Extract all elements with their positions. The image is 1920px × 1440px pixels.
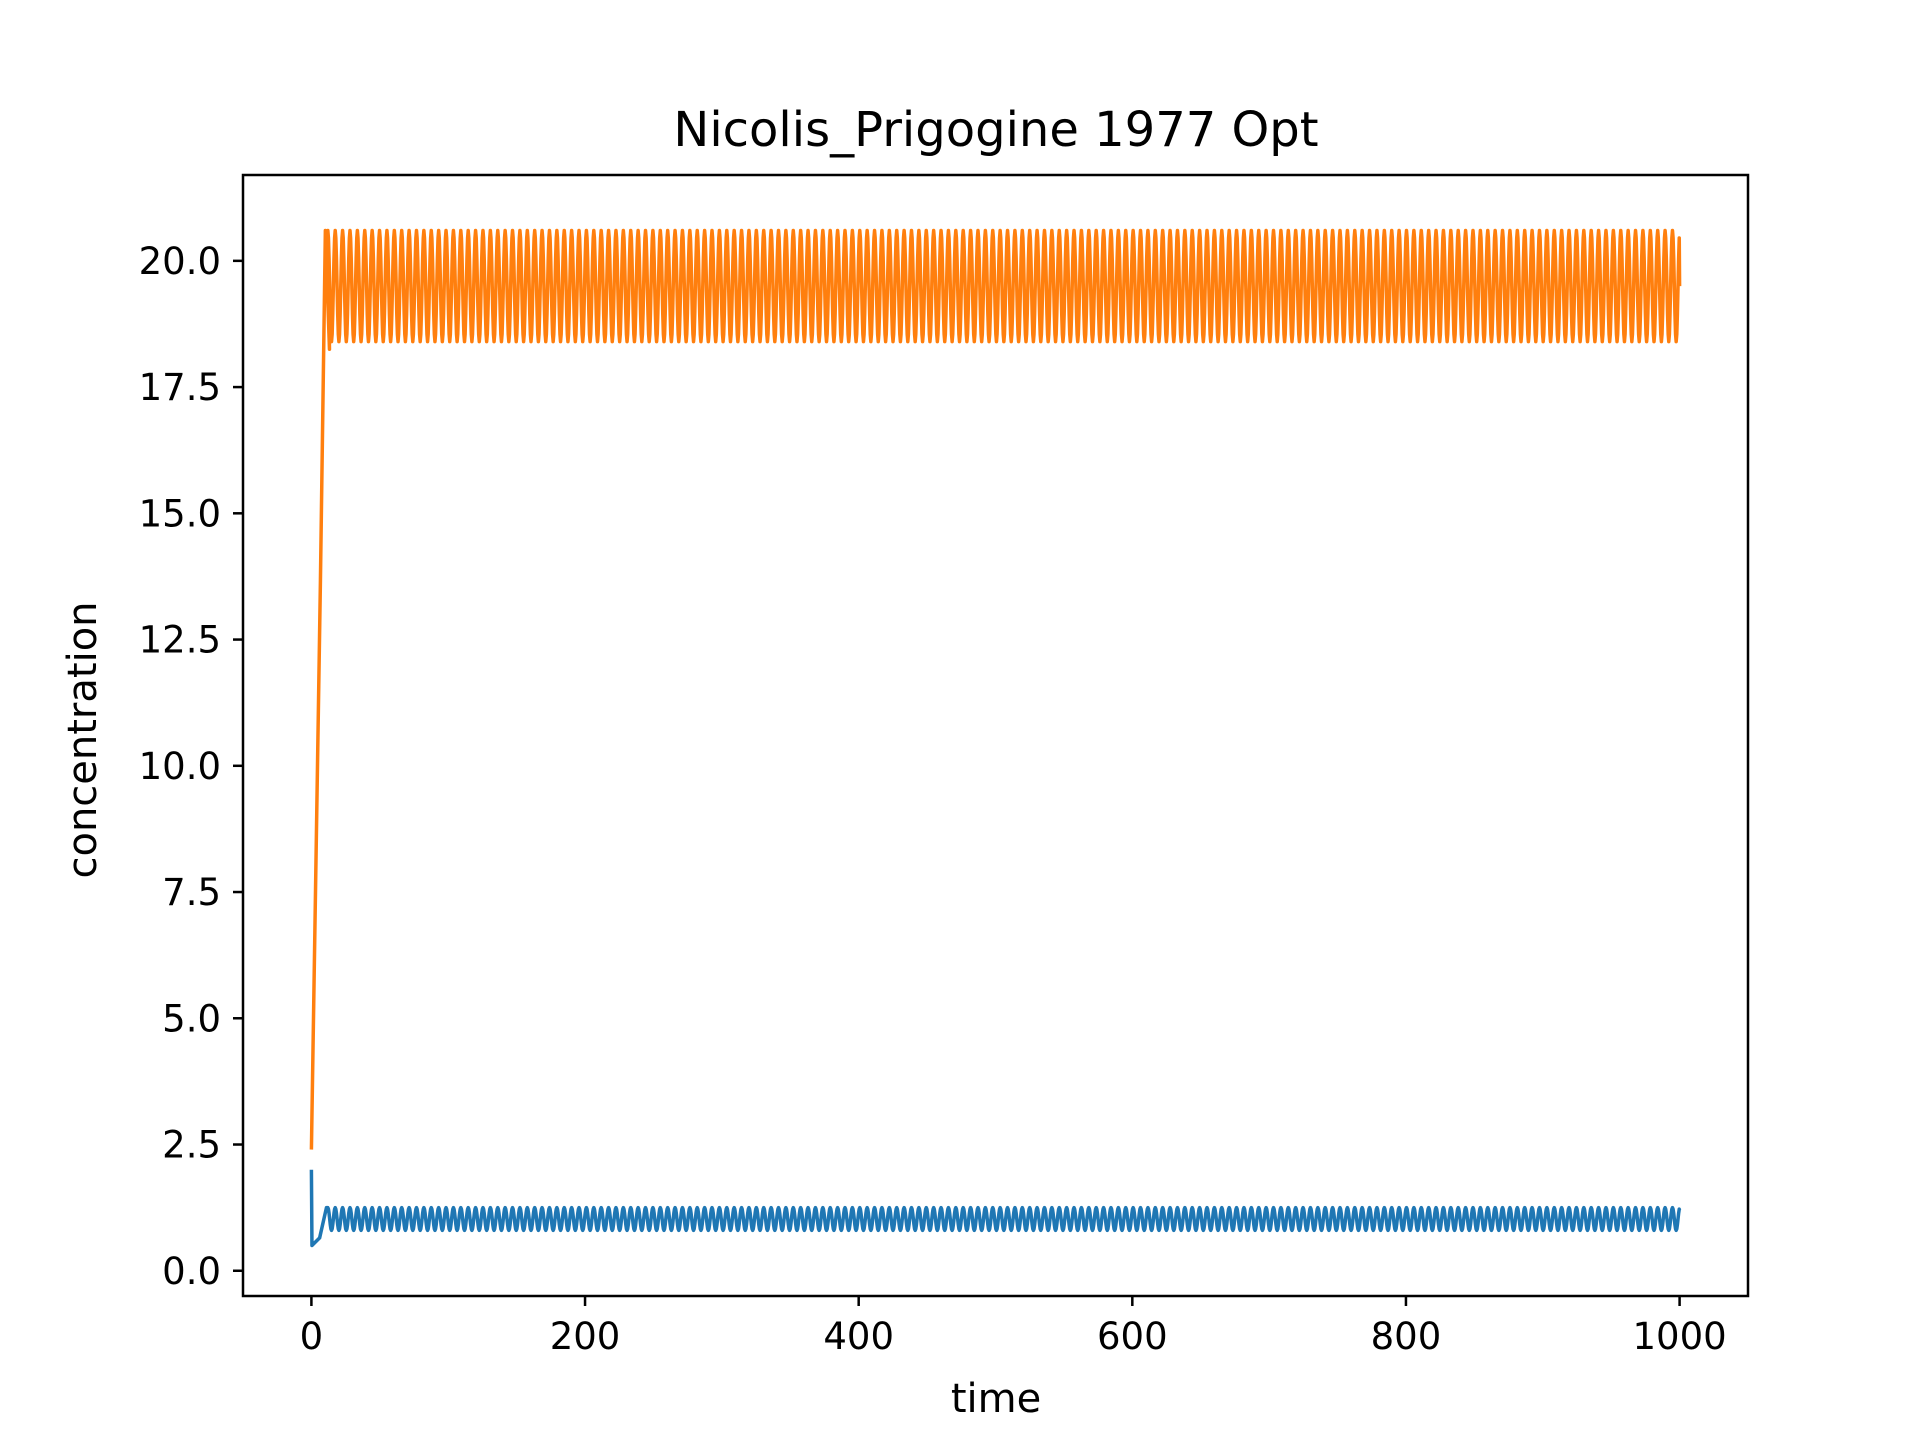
x-axis-ticks: 0 200 400 600 800 1000 <box>300 1296 1727 1358</box>
x-tick-label: 600 <box>1097 1315 1168 1358</box>
y-axis-ticks: 0.0 2.5 5.0 7.5 10.0 12.5 15.0 17.5 20.0 <box>139 240 243 1293</box>
y-tick-label: 5.0 <box>162 997 221 1040</box>
y-axis-label: concentration <box>60 601 106 878</box>
y-tick-label: 17.5 <box>139 366 221 409</box>
y-tick-label: 2.5 <box>162 1124 221 1167</box>
y-tick-label: 15.0 <box>139 492 221 535</box>
x-tick-label: 400 <box>823 1315 894 1358</box>
x-tick-label: 200 <box>550 1315 621 1358</box>
series-line-2 <box>309 228 1682 1150</box>
x-tick-label: 1000 <box>1633 1315 1727 1358</box>
x-tick-label: 0 <box>300 1315 324 1358</box>
y-tick-label: 7.5 <box>162 871 221 914</box>
x-axis-label: time <box>951 1376 1041 1422</box>
y-tick-label: 12.5 <box>139 619 221 662</box>
x-tick-label: 800 <box>1371 1315 1442 1358</box>
y-tick-label: 20.0 <box>139 240 221 283</box>
plot-lines <box>309 228 1682 1248</box>
series-line-1 <box>309 1169 1682 1248</box>
chart-title: Nicolis_Prigogine 1977 Opt <box>673 102 1318 158</box>
axes-frame <box>241 173 1750 1298</box>
y-tick-label: 10.0 <box>139 745 221 788</box>
y-tick-label: 0.0 <box>162 1250 221 1293</box>
